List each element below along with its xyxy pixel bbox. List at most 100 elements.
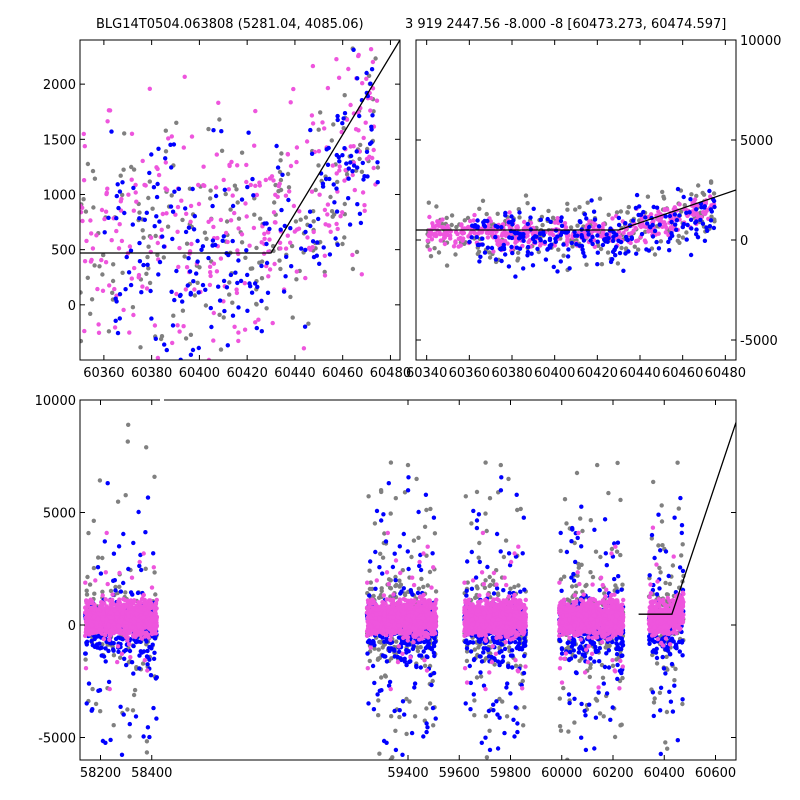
- blue-data-point: [156, 272, 161, 277]
- blue-data-point: [128, 248, 134, 253]
- magenta-data-point: [362, 203, 367, 208]
- magenta-data-point: [361, 135, 366, 141]
- gray-data-point: [126, 422, 131, 427]
- blue-data-point: [145, 262, 150, 267]
- gray-data-point: [161, 255, 166, 260]
- blue-data-point: [424, 729, 429, 735]
- magenta-data-point: [80, 203, 83, 208]
- blue-data-point: [486, 708, 492, 714]
- gray-data-point: [322, 269, 327, 275]
- blue-data-point: [280, 172, 285, 177]
- magenta-data-point: [236, 330, 241, 335]
- blue-data-point: [567, 266, 572, 271]
- magenta-data-point: [94, 233, 99, 238]
- blue-data-point: [249, 290, 255, 295]
- blue-data-point: [138, 552, 143, 558]
- magenta-data-point: [119, 238, 125, 244]
- blue-data-point: [375, 160, 380, 165]
- gray-data-point: [366, 73, 372, 79]
- magenta-data-point: [83, 666, 89, 671]
- blue-data-point: [130, 222, 135, 227]
- magenta-data-point: [422, 601, 427, 606]
- magenta-data-point: [253, 183, 258, 188]
- gray-data-point: [394, 639, 399, 644]
- magenta-data-point: [146, 622, 152, 628]
- gray-data-point: [475, 251, 480, 257]
- magenta-data-point: [142, 601, 148, 606]
- blue-data-point: [233, 270, 238, 275]
- gray-data-point: [344, 172, 350, 177]
- gray-data-point: [342, 235, 347, 240]
- magenta-data-point: [137, 601, 143, 606]
- magenta-data-point: [89, 605, 94, 611]
- blue-data-point: [707, 188, 712, 194]
- magenta-data-point: [253, 108, 258, 114]
- gray-data-point: [259, 259, 265, 264]
- blue-data-point: [168, 142, 173, 147]
- gray-data-point: [625, 210, 630, 215]
- blue-data-point: [228, 272, 234, 278]
- blue-data-point: [221, 234, 226, 239]
- blue-data-point: [393, 578, 398, 583]
- magenta-data-point: [283, 246, 289, 251]
- blue-data-point: [236, 305, 241, 310]
- blue-data-point: [530, 263, 536, 268]
- blue-data-point: [648, 225, 653, 230]
- magenta-data-point: [271, 210, 277, 215]
- magenta-data-point: [129, 603, 134, 608]
- magenta-data-point: [122, 620, 127, 625]
- gray-data-point: [290, 315, 295, 320]
- magenta-data-point: [256, 317, 261, 322]
- blue-data-point: [178, 357, 183, 360]
- gray-data-point: [376, 647, 381, 652]
- blue-data-point: [116, 205, 121, 211]
- blue-data-point: [275, 165, 281, 170]
- magenta-data-point: [287, 189, 292, 194]
- magenta-data-point: [207, 264, 213, 269]
- blue-data-point: [396, 635, 402, 640]
- magenta-data-point: [136, 618, 142, 623]
- x-tick-label: 60420: [577, 366, 618, 381]
- blue-data-point: [210, 238, 216, 243]
- magenta-data-point: [196, 182, 201, 188]
- blue-data-point: [545, 216, 550, 222]
- magenta-data-point: [296, 226, 302, 231]
- magenta-data-point: [496, 242, 501, 247]
- magenta-data-point: [99, 631, 105, 636]
- blue-data-point: [468, 649, 474, 654]
- blue-data-point: [561, 242, 566, 247]
- blue-data-point: [323, 176, 329, 182]
- magenta-data-point: [131, 208, 136, 213]
- magenta-data-point: [105, 581, 110, 587]
- blue-data-point: [616, 215, 622, 221]
- magenta-data-point: [361, 35, 365, 39]
- blue-data-point: [154, 214, 159, 219]
- blue-data-point: [327, 252, 333, 257]
- magenta-data-point: [353, 127, 359, 132]
- magenta-data-point: [114, 228, 119, 234]
- gray-data-point: [626, 204, 631, 210]
- blue-data-point: [595, 262, 600, 267]
- gray-data-point: [412, 714, 418, 719]
- magenta-data-point: [99, 257, 104, 263]
- gray-data-point: [416, 586, 422, 591]
- magenta-data-point: [291, 86, 296, 92]
- blue-data-point: [230, 238, 235, 244]
- blue-data-point: [483, 772, 487, 776]
- blue-data-point: [94, 642, 100, 647]
- magenta-data-point: [218, 256, 224, 261]
- magenta-data-point: [127, 244, 133, 249]
- blue-data-point: [542, 239, 548, 245]
- gray-data-point: [141, 235, 146, 240]
- magenta-data-point: [131, 312, 136, 318]
- gray-data-point: [419, 576, 424, 582]
- magenta-data-point: [414, 611, 420, 616]
- blue-data-point: [119, 752, 125, 757]
- magenta-data-point: [266, 230, 271, 235]
- blue-data-point: [392, 551, 397, 556]
- magenta-data-point: [135, 608, 141, 613]
- gray-data-point: [100, 589, 105, 594]
- magenta-data-point: [437, 220, 442, 225]
- blue-data-point: [582, 254, 587, 259]
- blue-data-point: [122, 656, 127, 661]
